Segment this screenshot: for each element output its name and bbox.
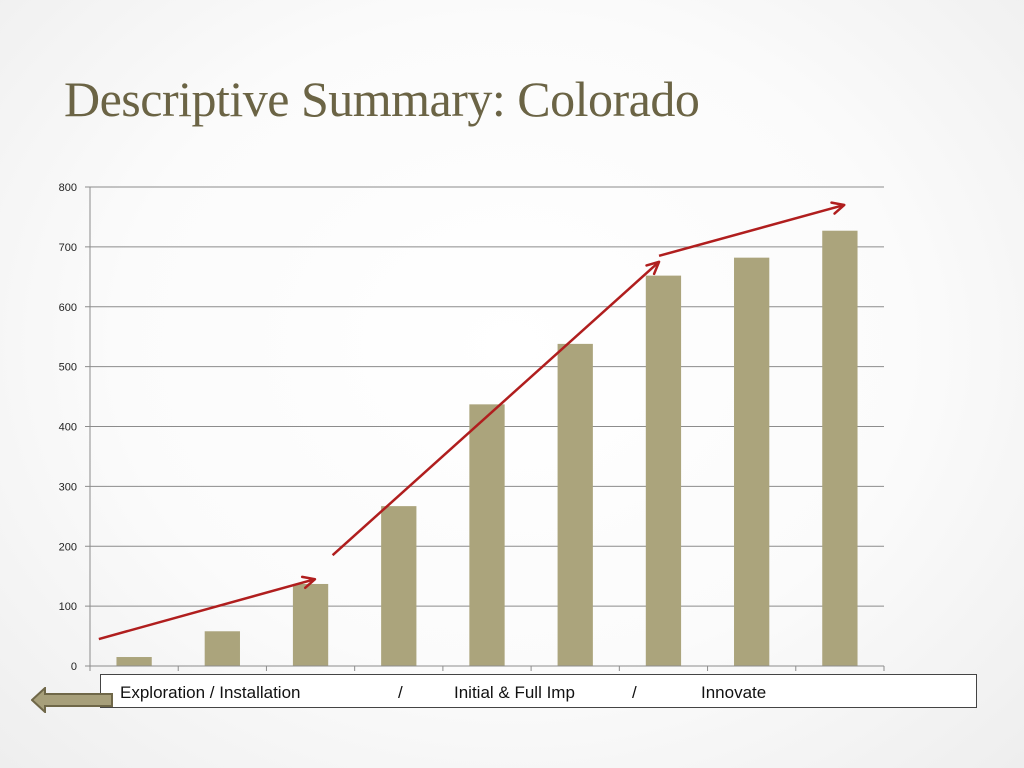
back-arrow-icon[interactable] <box>31 687 113 713</box>
stage-caption-box: Exploration / Installation / Initial & F… <box>100 674 977 708</box>
y-tick-label: 500 <box>59 362 77 374</box>
bar <box>204 631 240 666</box>
y-tick-label: 800 <box>59 182 77 194</box>
bar <box>381 506 417 666</box>
stage-separator: / <box>398 683 403 702</box>
stage-separator: / <box>632 683 637 702</box>
trend-arrow <box>331 260 661 557</box>
bar <box>557 343 593 666</box>
chart-axes <box>85 186 885 671</box>
trend-arrow <box>658 201 846 258</box>
bar <box>116 657 152 666</box>
trend-arrows <box>98 201 846 641</box>
stage-exploration-label: Exploration / Installation <box>120 683 301 702</box>
chart-bars <box>116 230 858 667</box>
bar <box>822 230 858 667</box>
stage-implementation-label: Initial & Full Imp <box>454 683 575 702</box>
y-tick-label: 400 <box>59 422 77 434</box>
y-tick-label: 200 <box>59 541 77 553</box>
bar <box>645 275 682 666</box>
y-tick-label: 100 <box>59 601 77 613</box>
bar <box>734 257 770 666</box>
bar <box>292 583 329 666</box>
y-tick-label: 600 <box>59 302 77 314</box>
stage-innovate-label: Innovate <box>701 683 767 702</box>
y-tick-label: 300 <box>59 481 77 493</box>
trend-arrow <box>98 575 317 641</box>
y-axis-labels: 0 100 200 300 400 500 600 700 800 <box>59 182 77 673</box>
y-tick-label: 700 <box>59 242 77 254</box>
slide-title: Descriptive Summary: Colorado <box>64 71 700 127</box>
y-tick-label: 0 <box>71 661 77 673</box>
bar <box>469 404 505 666</box>
